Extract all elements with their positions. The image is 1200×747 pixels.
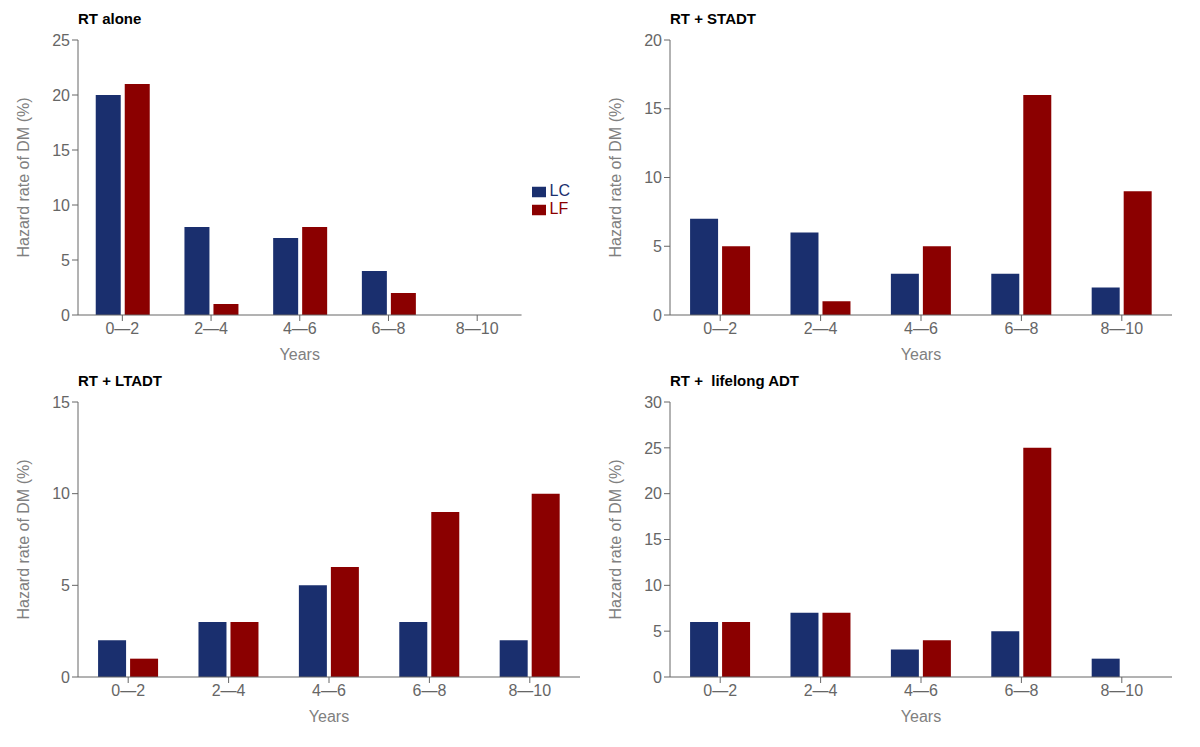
svg-text:5: 5 [653,238,662,255]
svg-text:Years: Years [901,346,941,363]
svg-text:Years: Years [280,346,320,363]
svg-text:4—6: 4—6 [283,320,317,337]
svg-text:10: 10 [644,577,662,594]
svg-text:0: 0 [653,307,662,324]
svg-text:20: 20 [644,32,662,49]
svg-text:10: 10 [52,485,70,502]
html-text:LC: LC [549,182,570,199]
html-text:RT alone: RT alone [78,10,142,27]
svg-text:25: 25 [644,440,662,457]
svg-text:15: 15 [644,531,662,548]
svg-text:Hazard rate of DM (%): Hazard rate of DM (%) [15,459,32,619]
svg-text:8—10: 8—10 [1100,682,1143,699]
svg-text:6—8: 6—8 [1005,682,1039,699]
svg-text:Hazard rate of DM (%): Hazard rate of DM (%) [607,97,624,257]
svg-text:8—10: 8—10 [456,320,499,337]
svg-text:Hazard rate of DM (%): Hazard rate of DM (%) [607,459,624,619]
svg-text:8—10: 8—10 [508,682,551,699]
svg-text:4—6: 4—6 [312,682,346,699]
svg-text:15: 15 [644,100,662,117]
html-text:RT + lifelong ADT: RT + lifelong ADT [670,372,799,389]
svg-text:15: 15 [52,394,70,411]
svg-text:25: 25 [52,32,70,49]
svg-text:Years: Years [901,708,941,725]
svg-text:15: 15 [52,142,70,159]
svg-text:20: 20 [644,485,662,502]
html-text:LF: LF [549,200,569,217]
svg-text:6—8: 6—8 [1005,320,1039,337]
svg-text:0—2: 0—2 [105,320,139,337]
svg-text:5: 5 [653,623,662,640]
svg-text:5: 5 [61,577,70,594]
svg-text:10: 10 [644,169,662,186]
svg-text:0: 0 [653,669,662,686]
svg-text:20: 20 [52,87,70,104]
svg-text:2—4: 2—4 [194,320,228,337]
svg-text:2—4: 2—4 [804,682,838,699]
svg-text:5: 5 [61,252,70,269]
svg-text:10: 10 [52,197,70,214]
svg-text:0: 0 [61,669,70,686]
svg-text:Years: Years [309,708,349,725]
svg-text:2—4: 2—4 [212,682,246,699]
svg-text:6—8: 6—8 [372,320,406,337]
svg-text:4—6: 4—6 [904,682,938,699]
html-text:RT + STADT: RT + STADT [670,10,756,27]
svg-text:6—8: 6—8 [413,682,447,699]
svg-text:4—6: 4—6 [904,320,938,337]
svg-text:0—2: 0—2 [703,320,737,337]
svg-text:8—10: 8—10 [1100,320,1143,337]
svg-text:30: 30 [644,394,662,411]
svg-text:0—2: 0—2 [111,682,145,699]
svg-text:0: 0 [61,307,70,324]
svg-text:Hazard rate of DM (%): Hazard rate of DM (%) [15,97,32,257]
svg-text:0—2: 0—2 [703,682,737,699]
svg-text:2—4: 2—4 [804,320,838,337]
html-text:RT + LTADT: RT + LTADT [78,372,162,389]
